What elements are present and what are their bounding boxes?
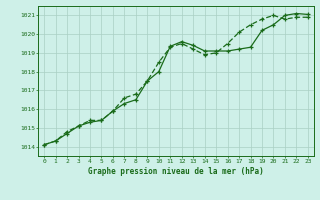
- X-axis label: Graphe pression niveau de la mer (hPa): Graphe pression niveau de la mer (hPa): [88, 167, 264, 176]
